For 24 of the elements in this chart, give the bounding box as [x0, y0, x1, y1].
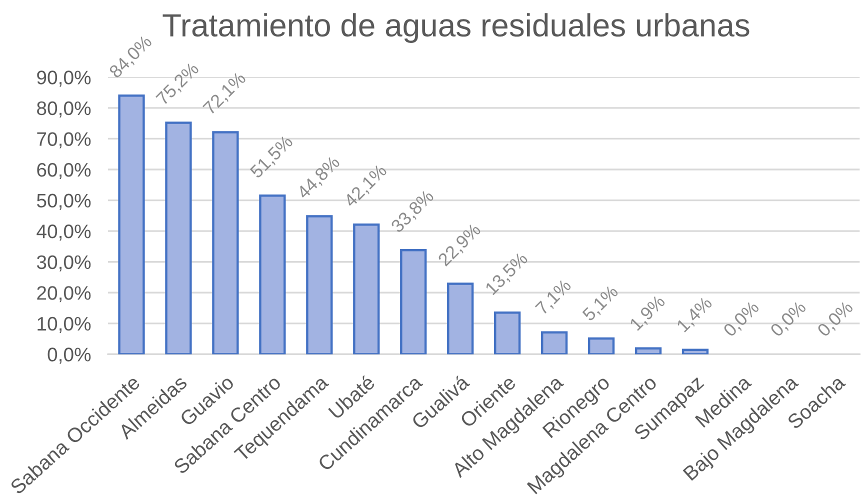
- y-tick-label: 70,0%: [37, 132, 91, 148]
- bar: [212, 131, 239, 354]
- bar: [588, 337, 615, 354]
- y-tick-label: 80,0%: [37, 101, 91, 118]
- bar: [682, 348, 709, 354]
- bar: [118, 94, 145, 354]
- bar: [259, 194, 286, 354]
- y-tick-label: 10,0%: [38, 316, 91, 333]
- bar: [400, 249, 427, 354]
- chart-title: Tratamiento de aguas residuales urbanas: [162, 13, 750, 43]
- y-tick-label: 0,0%: [48, 348, 91, 364]
- y-tick-label: 60,0%: [37, 162, 91, 180]
- bar: [494, 312, 521, 354]
- bar: [447, 282, 474, 354]
- y-tick-label: 50,0%: [36, 194, 91, 210]
- bar: [165, 122, 192, 354]
- bar: [306, 215, 333, 354]
- bar: [353, 224, 380, 354]
- y-tick-label: 40,0%: [36, 224, 91, 241]
- bar: [634, 347, 662, 354]
- y-tick-label: 20,0%: [37, 286, 91, 302]
- y-tick-label: 90,0%: [37, 70, 91, 87]
- bar: [540, 331, 568, 354]
- y-tick-label: 30,0%: [36, 255, 91, 272]
